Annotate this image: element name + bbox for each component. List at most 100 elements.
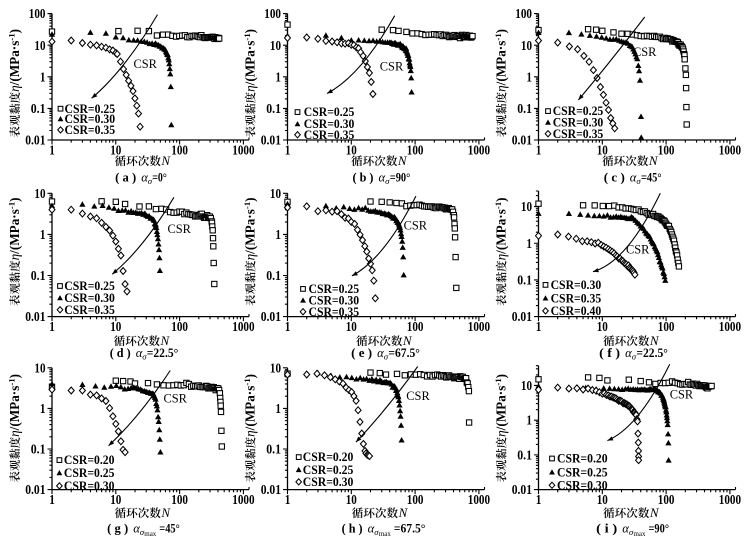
svg-text:1000: 1000 [719,142,742,157]
svg-text:10: 10 [110,492,121,507]
svg-text:( h ): ( h ) [342,522,363,536]
svg-text:100: 100 [171,319,188,334]
svg-text:0.01: 0.01 [25,133,45,148]
svg-text:0.01: 0.01 [512,133,532,148]
svg-text:100: 100 [171,492,188,507]
svg-text:CSR=0.30: CSR=0.30 [65,112,116,126]
svg-text:σ: σ [629,527,634,537]
svg-text:( f ): ( f ) [599,346,620,360]
svg-text:σ: σ [140,527,145,537]
svg-text:10: 10 [597,319,608,334]
svg-text:1: 1 [49,142,55,157]
svg-text:1: 1 [275,69,281,84]
svg-text:0.1: 0.1 [517,101,532,116]
svg-text:10: 10 [110,319,121,334]
svg-text:N: N [402,333,413,348]
svg-text:100: 100 [29,6,46,21]
svg-text:10: 10 [270,360,281,375]
svg-text:η/(MPa·s-1): η/(MPa·s-1) [493,197,508,260]
svg-text:CSR=0.25: CSR=0.25 [309,282,360,296]
svg-text:10: 10 [521,38,532,53]
svg-text:100: 100 [264,6,281,21]
svg-text:0.01: 0.01 [25,482,45,497]
svg-text:0.1: 0.1 [266,268,281,283]
svg-text:( i ): ( i ) [596,522,617,536]
svg-text:CSR=0.30: CSR=0.30 [551,278,602,292]
svg-text:0.01: 0.01 [512,309,532,324]
svg-text:1: 1 [285,319,291,334]
svg-text:1: 1 [285,142,291,157]
svg-text:α: α [625,346,632,360]
svg-text:( g ): ( g ) [107,522,128,536]
svg-text:η/(MPa·s-1): η/(MPa·s-1) [242,29,257,92]
svg-text:CSR: CSR [404,219,428,233]
svg-text:1000: 1000 [232,492,255,507]
svg-text:η/(MPa·s-1): η/(MPa·s-1) [7,374,22,437]
svg-text:η/(MPa·s-1): η/(MPa·s-1) [7,29,22,92]
svg-text:100: 100 [407,319,424,334]
svg-text:α: α [377,346,384,360]
svg-text:η/(MPa·s-1): η/(MPa·s-1) [7,197,22,260]
svg-text:10: 10 [270,38,281,53]
svg-text:1: 1 [536,492,542,507]
svg-text:CSR=0.35: CSR=0.35 [304,128,355,142]
svg-text:10: 10 [110,142,121,157]
svg-text:N: N [160,505,171,520]
svg-text:CSR=0.40: CSR=0.40 [551,304,602,318]
svg-text:N: N [648,153,659,168]
svg-text:1: 1 [536,319,542,334]
svg-text:CSR: CSR [380,60,404,74]
svg-text:1000: 1000 [468,142,491,157]
svg-text:N: N [397,153,408,168]
svg-text:CSR=0.25: CSR=0.25 [64,466,115,480]
svg-text:( e ): ( e ) [351,346,372,360]
svg-text:10: 10 [270,186,281,201]
svg-text:σ: σ [148,176,153,186]
svg-text:α: α [622,522,629,536]
svg-text:1000: 1000 [468,492,491,507]
svg-text:0.1: 0.1 [517,448,532,463]
svg-text:100: 100 [658,319,675,334]
svg-text:η/(MPa·s-1): η/(MPa·s-1) [493,29,508,92]
svg-text:10: 10 [597,142,608,157]
svg-text:CSR=0.25: CSR=0.25 [65,102,116,116]
svg-text:CSR=0.25: CSR=0.25 [64,279,115,293]
svg-text:CSR=0.30: CSR=0.30 [553,116,604,130]
svg-text:CSR=0.30: CSR=0.30 [303,475,354,489]
svg-text:1: 1 [49,492,55,507]
svg-text:1: 1 [526,236,532,251]
svg-text:=67.5°: =67.5° [394,522,426,536]
svg-text:CSR=0.35: CSR=0.35 [551,291,602,305]
svg-text:100: 100 [407,492,424,507]
svg-text:10: 10 [346,492,357,507]
svg-text:1: 1 [275,227,281,242]
svg-text:max: max [144,530,156,538]
svg-text:CSR: CSR [168,222,192,236]
svg-text:CSR: CSR [633,45,657,59]
svg-text:10: 10 [34,186,45,201]
svg-text:100: 100 [515,6,532,21]
svg-text:N: N [398,505,409,520]
svg-text:CSR=0.35: CSR=0.35 [309,305,360,319]
svg-text:1000: 1000 [719,492,742,507]
svg-text:1000: 1000 [232,142,255,157]
svg-text:=90°: =90° [649,522,670,536]
svg-text:CSR=0.25: CSR=0.25 [557,465,608,479]
svg-text:CSR: CSR [406,389,430,403]
svg-text:N: N [160,333,171,348]
svg-text:0.1: 0.1 [31,101,46,116]
svg-text:max: max [634,530,646,538]
svg-text:α: α [141,171,148,185]
svg-text:α: α [368,522,375,536]
svg-text:( b ): ( b ) [353,171,374,185]
svg-text:CSR: CSR [626,243,650,257]
svg-text:100: 100 [171,142,188,157]
svg-text:CSR=0.30: CSR=0.30 [64,291,115,305]
svg-text:CSR=0.30: CSR=0.30 [557,478,608,492]
svg-text:1: 1 [536,142,542,157]
svg-text:α: α [379,171,386,185]
svg-text:1: 1 [40,401,46,416]
svg-text:0.1: 0.1 [31,442,46,457]
svg-text:0.1: 0.1 [31,268,46,283]
svg-text:=22.5°: =22.5° [636,346,668,360]
